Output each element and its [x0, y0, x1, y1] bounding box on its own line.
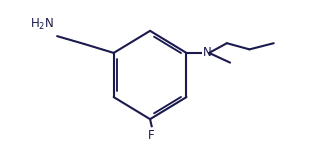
Text: N: N [203, 46, 211, 59]
Text: H$_2$N: H$_2$N [30, 17, 54, 32]
Text: F: F [148, 129, 155, 142]
